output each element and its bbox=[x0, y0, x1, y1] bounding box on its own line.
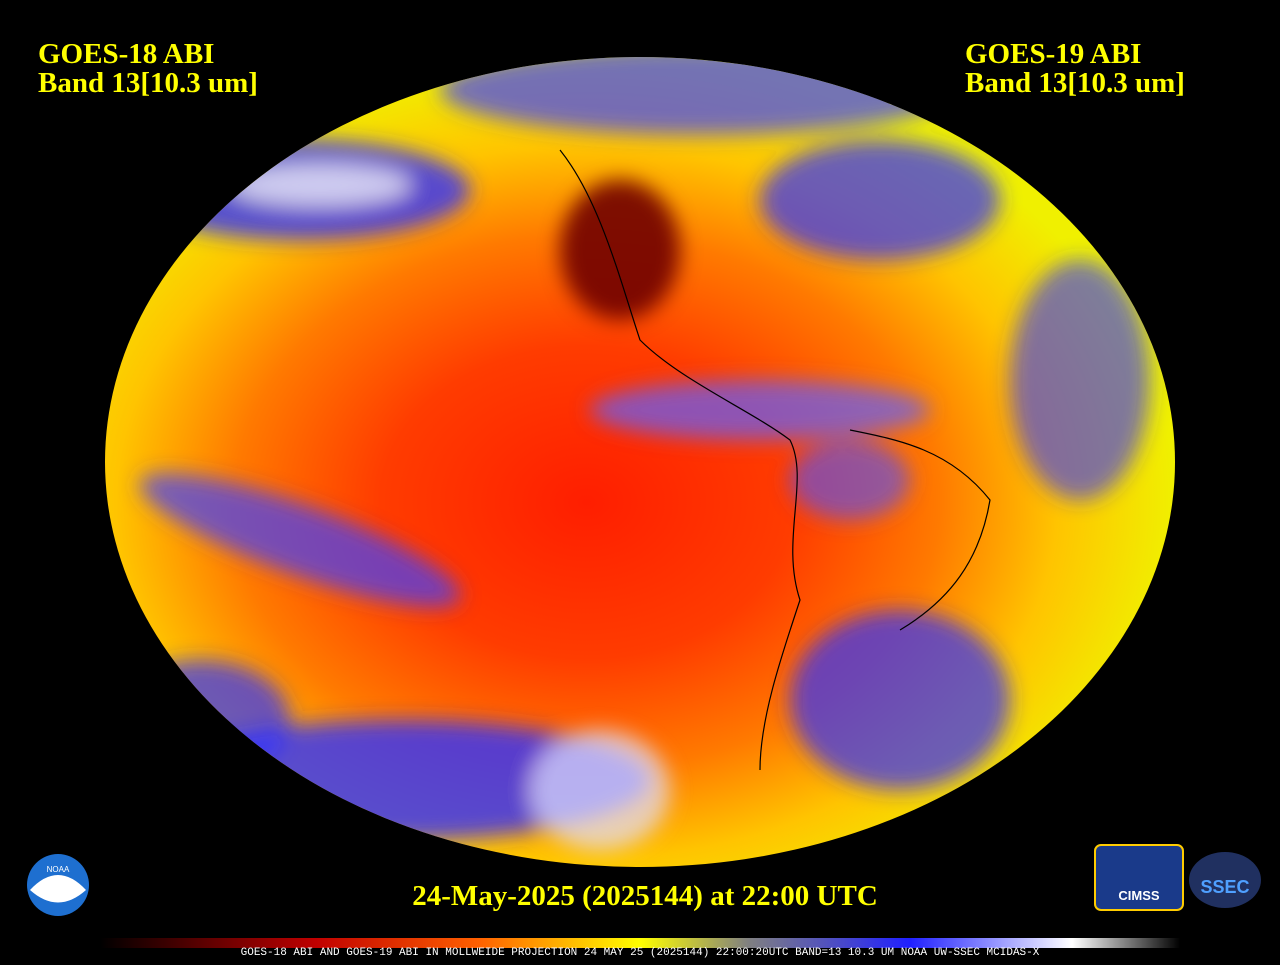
ssec-logo: SSEC bbox=[1189, 852, 1261, 908]
coastline bbox=[849, 429, 991, 631]
noaa-gull bbox=[30, 875, 86, 903]
left-subtitle: Band 13[10.3 um] bbox=[38, 67, 258, 99]
noaa-label: NOAA bbox=[47, 865, 70, 874]
cimss-box bbox=[1094, 844, 1184, 911]
ssec-disc bbox=[1189, 852, 1261, 908]
coastline bbox=[559, 149, 801, 771]
cimss-logo: CIMSS bbox=[1094, 844, 1184, 911]
color-bar bbox=[100, 938, 1180, 948]
left-title: GOES-18 ABI bbox=[38, 38, 214, 70]
right-subtitle: Band 13[10.3 um] bbox=[965, 67, 1185, 99]
caption: GOES-18 ABI AND GOES-19 ABI IN MOLLWEIDE… bbox=[241, 947, 1040, 959]
noaa-logo: NOAA bbox=[27, 854, 89, 916]
cimss-label: CIMSS bbox=[1118, 888, 1160, 903]
timestamp: 24-May-2025 (2025144) at 22:00 UTC bbox=[412, 880, 878, 912]
right-title: GOES-19 ABI bbox=[965, 38, 1141, 70]
ssec-label: SSEC bbox=[1200, 877, 1249, 897]
